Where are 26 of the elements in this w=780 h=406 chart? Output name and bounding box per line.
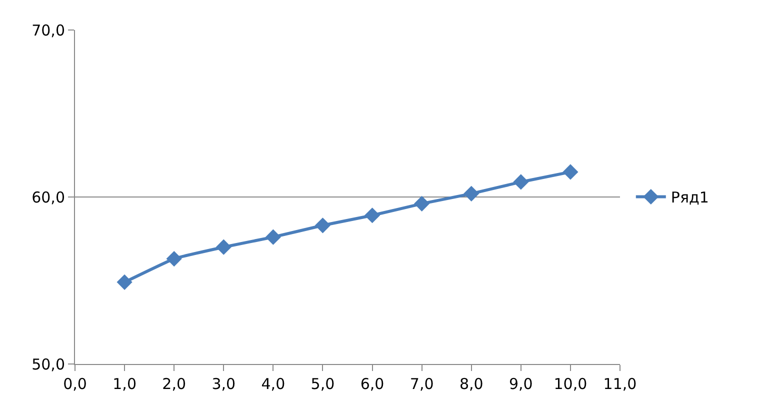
point [562,164,578,180]
y-tick-label: 50,0 [32,355,65,374]
x-tick-label: 9,0 [508,375,533,393]
point [166,250,182,267]
y-tick-label: 60,0 [32,188,65,206]
x-tick-label: 3,0 [212,375,236,393]
point [513,174,529,190]
point [314,218,331,234]
point [364,208,380,224]
point [216,239,232,255]
x-tick-label: 1,0 [112,375,136,393]
x-tick-label: 2,0 [162,375,186,393]
x-tick-label: 11,0 [603,375,637,393]
x-tick-label: 8,0 [459,375,484,393]
x-tick-label: 7,0 [410,375,434,393]
point [414,196,430,212]
x-tick-label: 10,0 [554,375,588,393]
x-tick-label: 4,0 [261,375,286,393]
y-tick-label: 70,0 [32,21,65,40]
x-tick-label: 5,0 [310,375,335,393]
point [116,274,132,290]
legend-label: Ряд1 [670,188,709,207]
point [464,186,480,202]
point [265,229,281,245]
x-tick-label: 6,0 [360,375,384,393]
x-tick-label: 0,0 [63,375,87,393]
